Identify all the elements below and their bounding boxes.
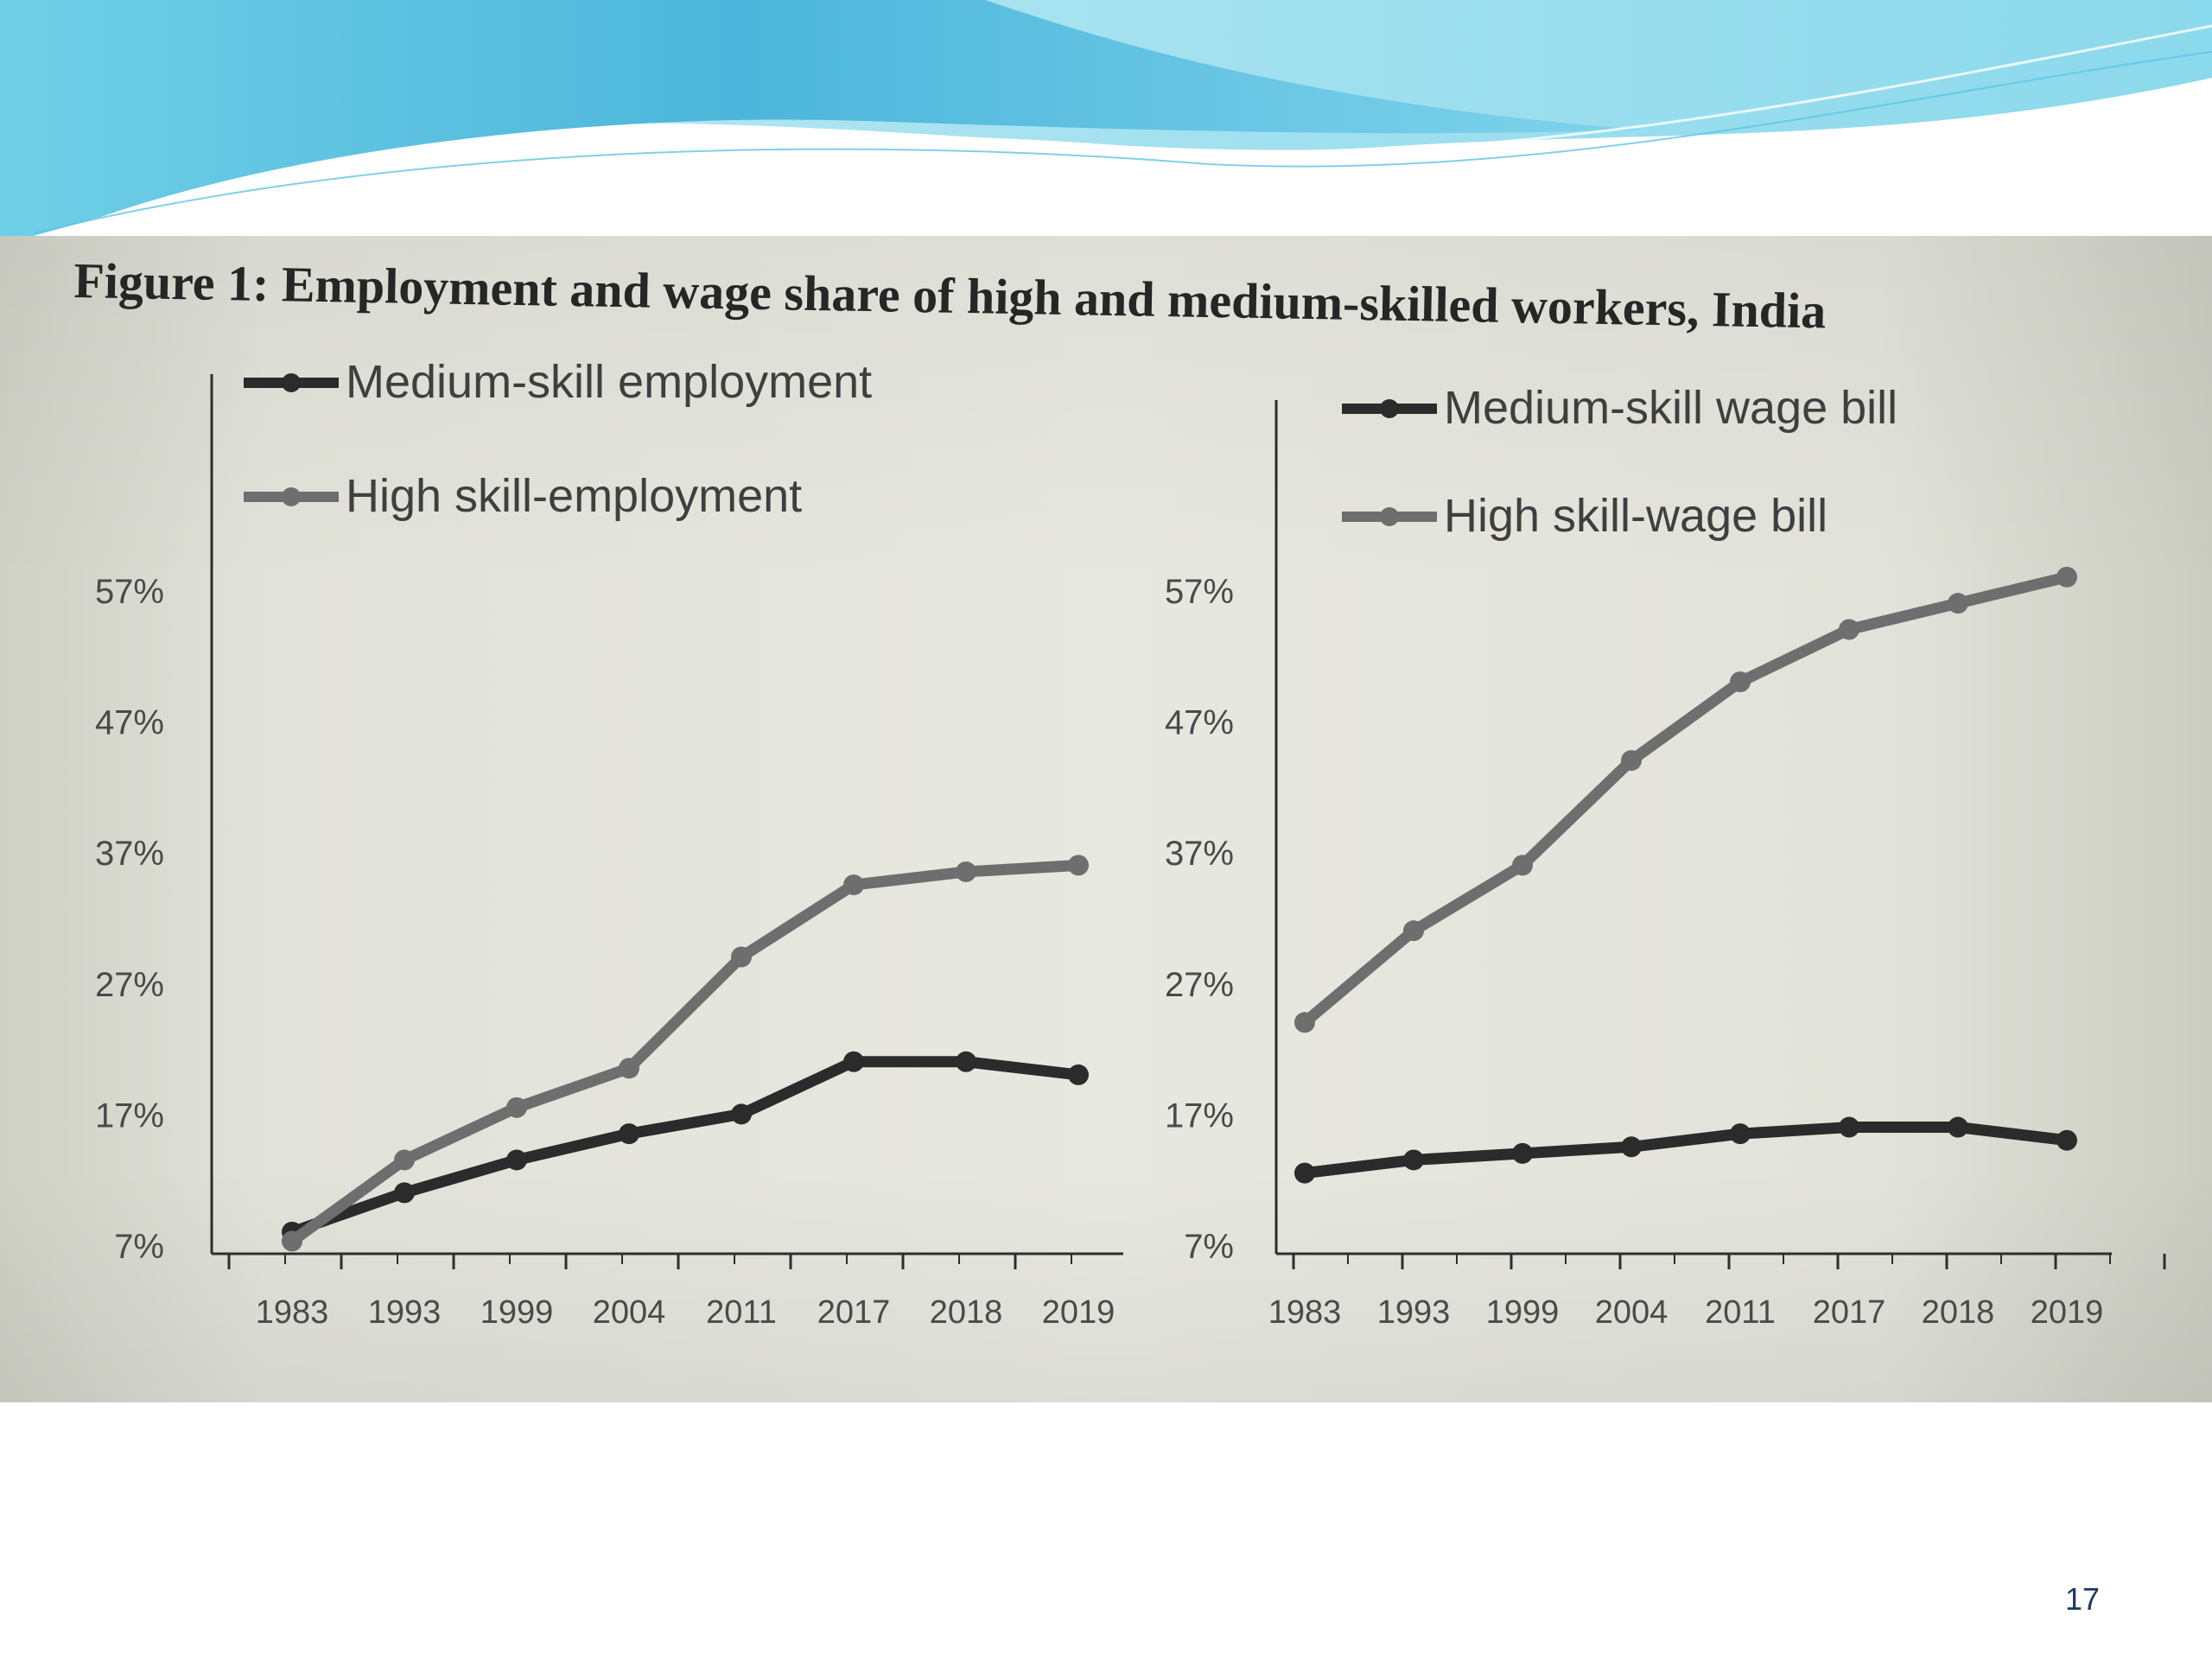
series-1-point bbox=[394, 1149, 415, 1171]
x-tick-label: 2017 bbox=[1813, 1294, 1886, 1331]
x-tick-label: 1983 bbox=[1268, 1294, 1342, 1331]
legend-marker-1 bbox=[1380, 507, 1399, 526]
x-tick-label: 1993 bbox=[368, 1294, 442, 1331]
series-1-point bbox=[1621, 750, 1642, 772]
x-tick-label: 2011 bbox=[1705, 1294, 1776, 1331]
series-1-point bbox=[282, 1230, 302, 1252]
y-tick-label: 57% bbox=[1165, 573, 1234, 611]
series-1-point bbox=[2056, 566, 2077, 588]
legend-marker-0 bbox=[1380, 399, 1399, 418]
legend-marker-1 bbox=[282, 487, 301, 506]
x-tick-label: 1993 bbox=[1377, 1294, 1451, 1331]
x-tick-label: 2018 bbox=[1922, 1294, 1995, 1331]
series-1-point bbox=[731, 946, 752, 968]
y-tick-label: 27% bbox=[95, 966, 164, 1004]
series-1-point bbox=[1839, 619, 1859, 640]
y-tick-label: 7% bbox=[114, 1228, 164, 1266]
series-1-point bbox=[1403, 920, 1424, 942]
y-tick-label: 47% bbox=[95, 704, 164, 742]
chart-employment-share: 7% 17% 27% 37% 47% 57% 1983 1993 1999 2004 2011 201… bbox=[95, 356, 1123, 1331]
x-tick-label: 1983 bbox=[256, 1294, 329, 1331]
legend-label-1: High skill-employment bbox=[346, 470, 802, 522]
series-line-1 bbox=[1299, 571, 2073, 1028]
series-0-point bbox=[1730, 1123, 1751, 1145]
series-line-1 bbox=[286, 859, 1084, 1247]
y-tick-label: 17% bbox=[1165, 1096, 1234, 1135]
series-1-point bbox=[506, 1096, 527, 1118]
series-0-point bbox=[1839, 1116, 1859, 1138]
series-0-point bbox=[394, 1182, 415, 1204]
figure-photo: Figure 1: Employment and wage share of h… bbox=[0, 236, 2212, 1402]
legend-label-0: Medium-skill wage bill bbox=[1444, 382, 1897, 434]
series-0-point bbox=[1068, 1064, 1089, 1085]
series-1-point bbox=[1294, 1012, 1315, 1033]
y-tick-label: 37% bbox=[95, 835, 164, 873]
series-1-point bbox=[1512, 855, 1533, 876]
series-line-0 bbox=[286, 1056, 1084, 1238]
y-tick-label: 37% bbox=[1165, 835, 1234, 873]
y-tick-label: 7% bbox=[1184, 1228, 1234, 1266]
x-tick-label: 1999 bbox=[480, 1294, 554, 1331]
y-tick-label: 47% bbox=[1165, 704, 1234, 742]
slide-header-wave bbox=[0, 0, 2212, 248]
y-tick-label: 17% bbox=[95, 1096, 164, 1135]
series-0-point bbox=[1403, 1149, 1424, 1171]
series-0-point bbox=[1294, 1162, 1315, 1184]
series-1-point bbox=[1730, 671, 1751, 693]
x-tick-label: 2017 bbox=[817, 1294, 891, 1331]
series-1-point bbox=[619, 1058, 639, 1079]
x-tick-label: 1999 bbox=[1486, 1294, 1560, 1331]
series-0-point bbox=[1512, 1142, 1533, 1164]
chart-wage-share: 7% 17% 27% 37% 47% 57% 1983 1993 1999 2004 2011 201… bbox=[1165, 382, 2166, 1331]
series-line-0 bbox=[1299, 1122, 2073, 1179]
series-1-point bbox=[843, 874, 864, 896]
series-0-point bbox=[506, 1149, 527, 1171]
x-tick-label: 2011 bbox=[706, 1294, 777, 1331]
y-tick-label: 27% bbox=[1165, 966, 1234, 1004]
legend-label-0: Medium-skill employment bbox=[346, 356, 872, 408]
series-1-point bbox=[956, 861, 976, 882]
x-tick-label: 2018 bbox=[930, 1294, 1003, 1331]
series-0-point bbox=[619, 1123, 639, 1145]
x-tick-label: 2019 bbox=[2031, 1294, 2104, 1331]
series-1-point bbox=[1068, 855, 1089, 876]
series-0-point bbox=[731, 1103, 752, 1125]
legend-marker-0 bbox=[282, 373, 301, 392]
series-0-point bbox=[956, 1051, 976, 1072]
series-1-point bbox=[1948, 593, 1968, 614]
series-0-point bbox=[843, 1051, 864, 1072]
legend-label-1: High skill-wage bill bbox=[1444, 490, 1827, 542]
x-tick-label: 2004 bbox=[1595, 1294, 1669, 1331]
wave-line bbox=[34, 51, 2212, 234]
wave-highlight bbox=[0, 24, 2212, 248]
wave-front bbox=[0, 0, 1642, 246]
series-0-point bbox=[2056, 1129, 2077, 1151]
x-tick-label: 2019 bbox=[1042, 1294, 1116, 1331]
series-0-point bbox=[1948, 1116, 1968, 1138]
y-tick-label: 57% bbox=[95, 573, 164, 611]
x-tick-label: 2004 bbox=[593, 1294, 666, 1331]
slide-page-number: 17 bbox=[2064, 1581, 2100, 1617]
series-0-point bbox=[1621, 1136, 1642, 1158]
